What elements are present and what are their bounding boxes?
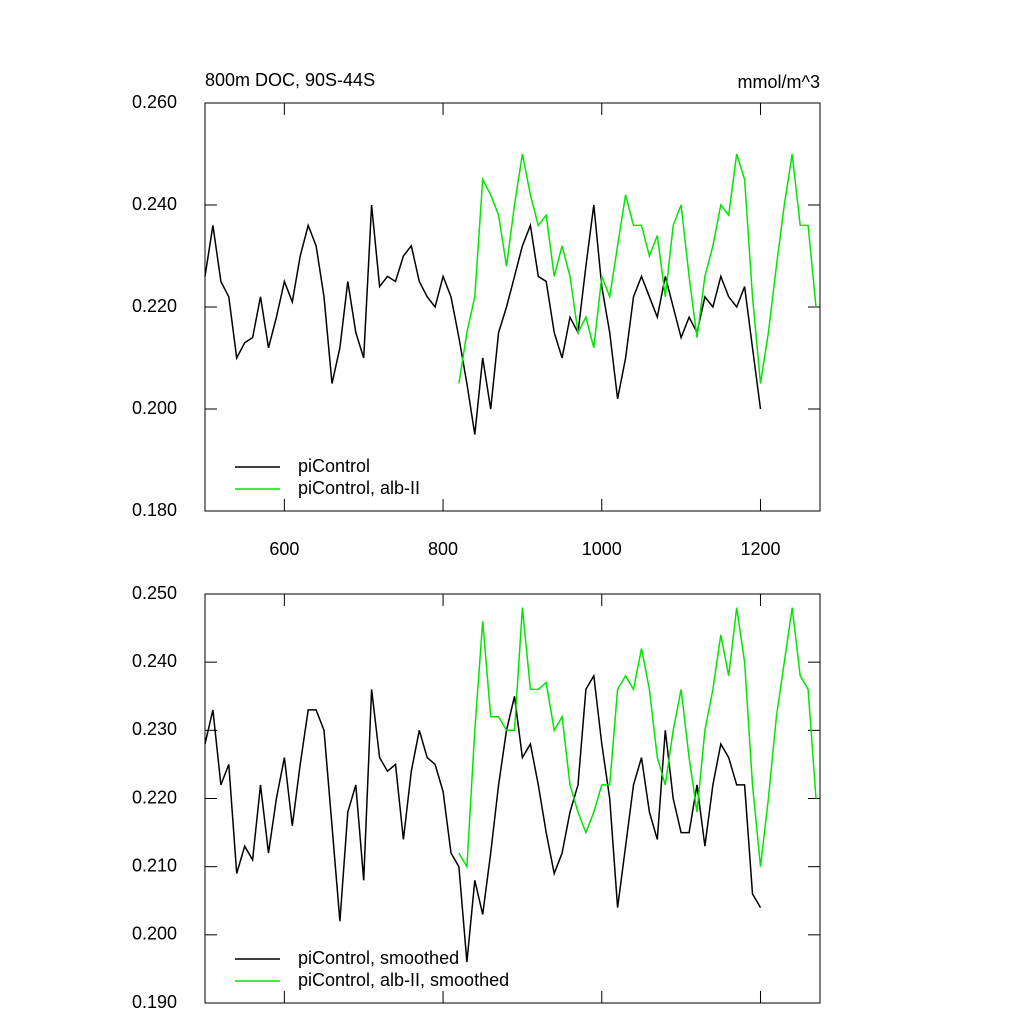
y-tick-label: 0.210 — [132, 855, 177, 875]
y-tick-label: 0.250 — [132, 583, 177, 603]
y-tick-label: 0.260 — [132, 92, 177, 112]
series-line — [458, 153, 817, 384]
chart-title: 800m DOC, 90S-44S — [205, 70, 375, 90]
legend-label: piControl, alb-II, smoothed — [298, 970, 509, 990]
plot-frame — [204, 593, 821, 1004]
plot-frame — [204, 102, 821, 512]
series-line — [204, 673, 762, 963]
x-tick-label: 600 — [269, 539, 299, 559]
y-tick-label: 0.230 — [132, 719, 177, 739]
x-tick-label: 1000 — [582, 539, 622, 559]
y-tick-label: 0.240 — [132, 651, 177, 671]
y-tick-label: 0.240 — [132, 194, 177, 214]
y-tick-label: 0.190 — [132, 992, 177, 1012]
y-tick-label: 0.220 — [132, 296, 177, 316]
y-tick-label: 0.200 — [132, 398, 177, 418]
y-tick-label: 0.180 — [132, 500, 177, 520]
legend-label: piControl, alb-II — [298, 478, 420, 498]
legend-label: piControl, smoothed — [298, 948, 459, 968]
units-label: mmol/m^3 — [738, 72, 820, 92]
y-tick-label: 0.220 — [132, 787, 177, 807]
legend-label: piControl — [298, 456, 370, 476]
x-tick-label: 800 — [428, 539, 458, 559]
y-tick-label: 0.200 — [132, 924, 177, 944]
series-line — [458, 607, 817, 870]
series-line — [204, 204, 762, 435]
x-tick-label: 1200 — [740, 539, 780, 559]
